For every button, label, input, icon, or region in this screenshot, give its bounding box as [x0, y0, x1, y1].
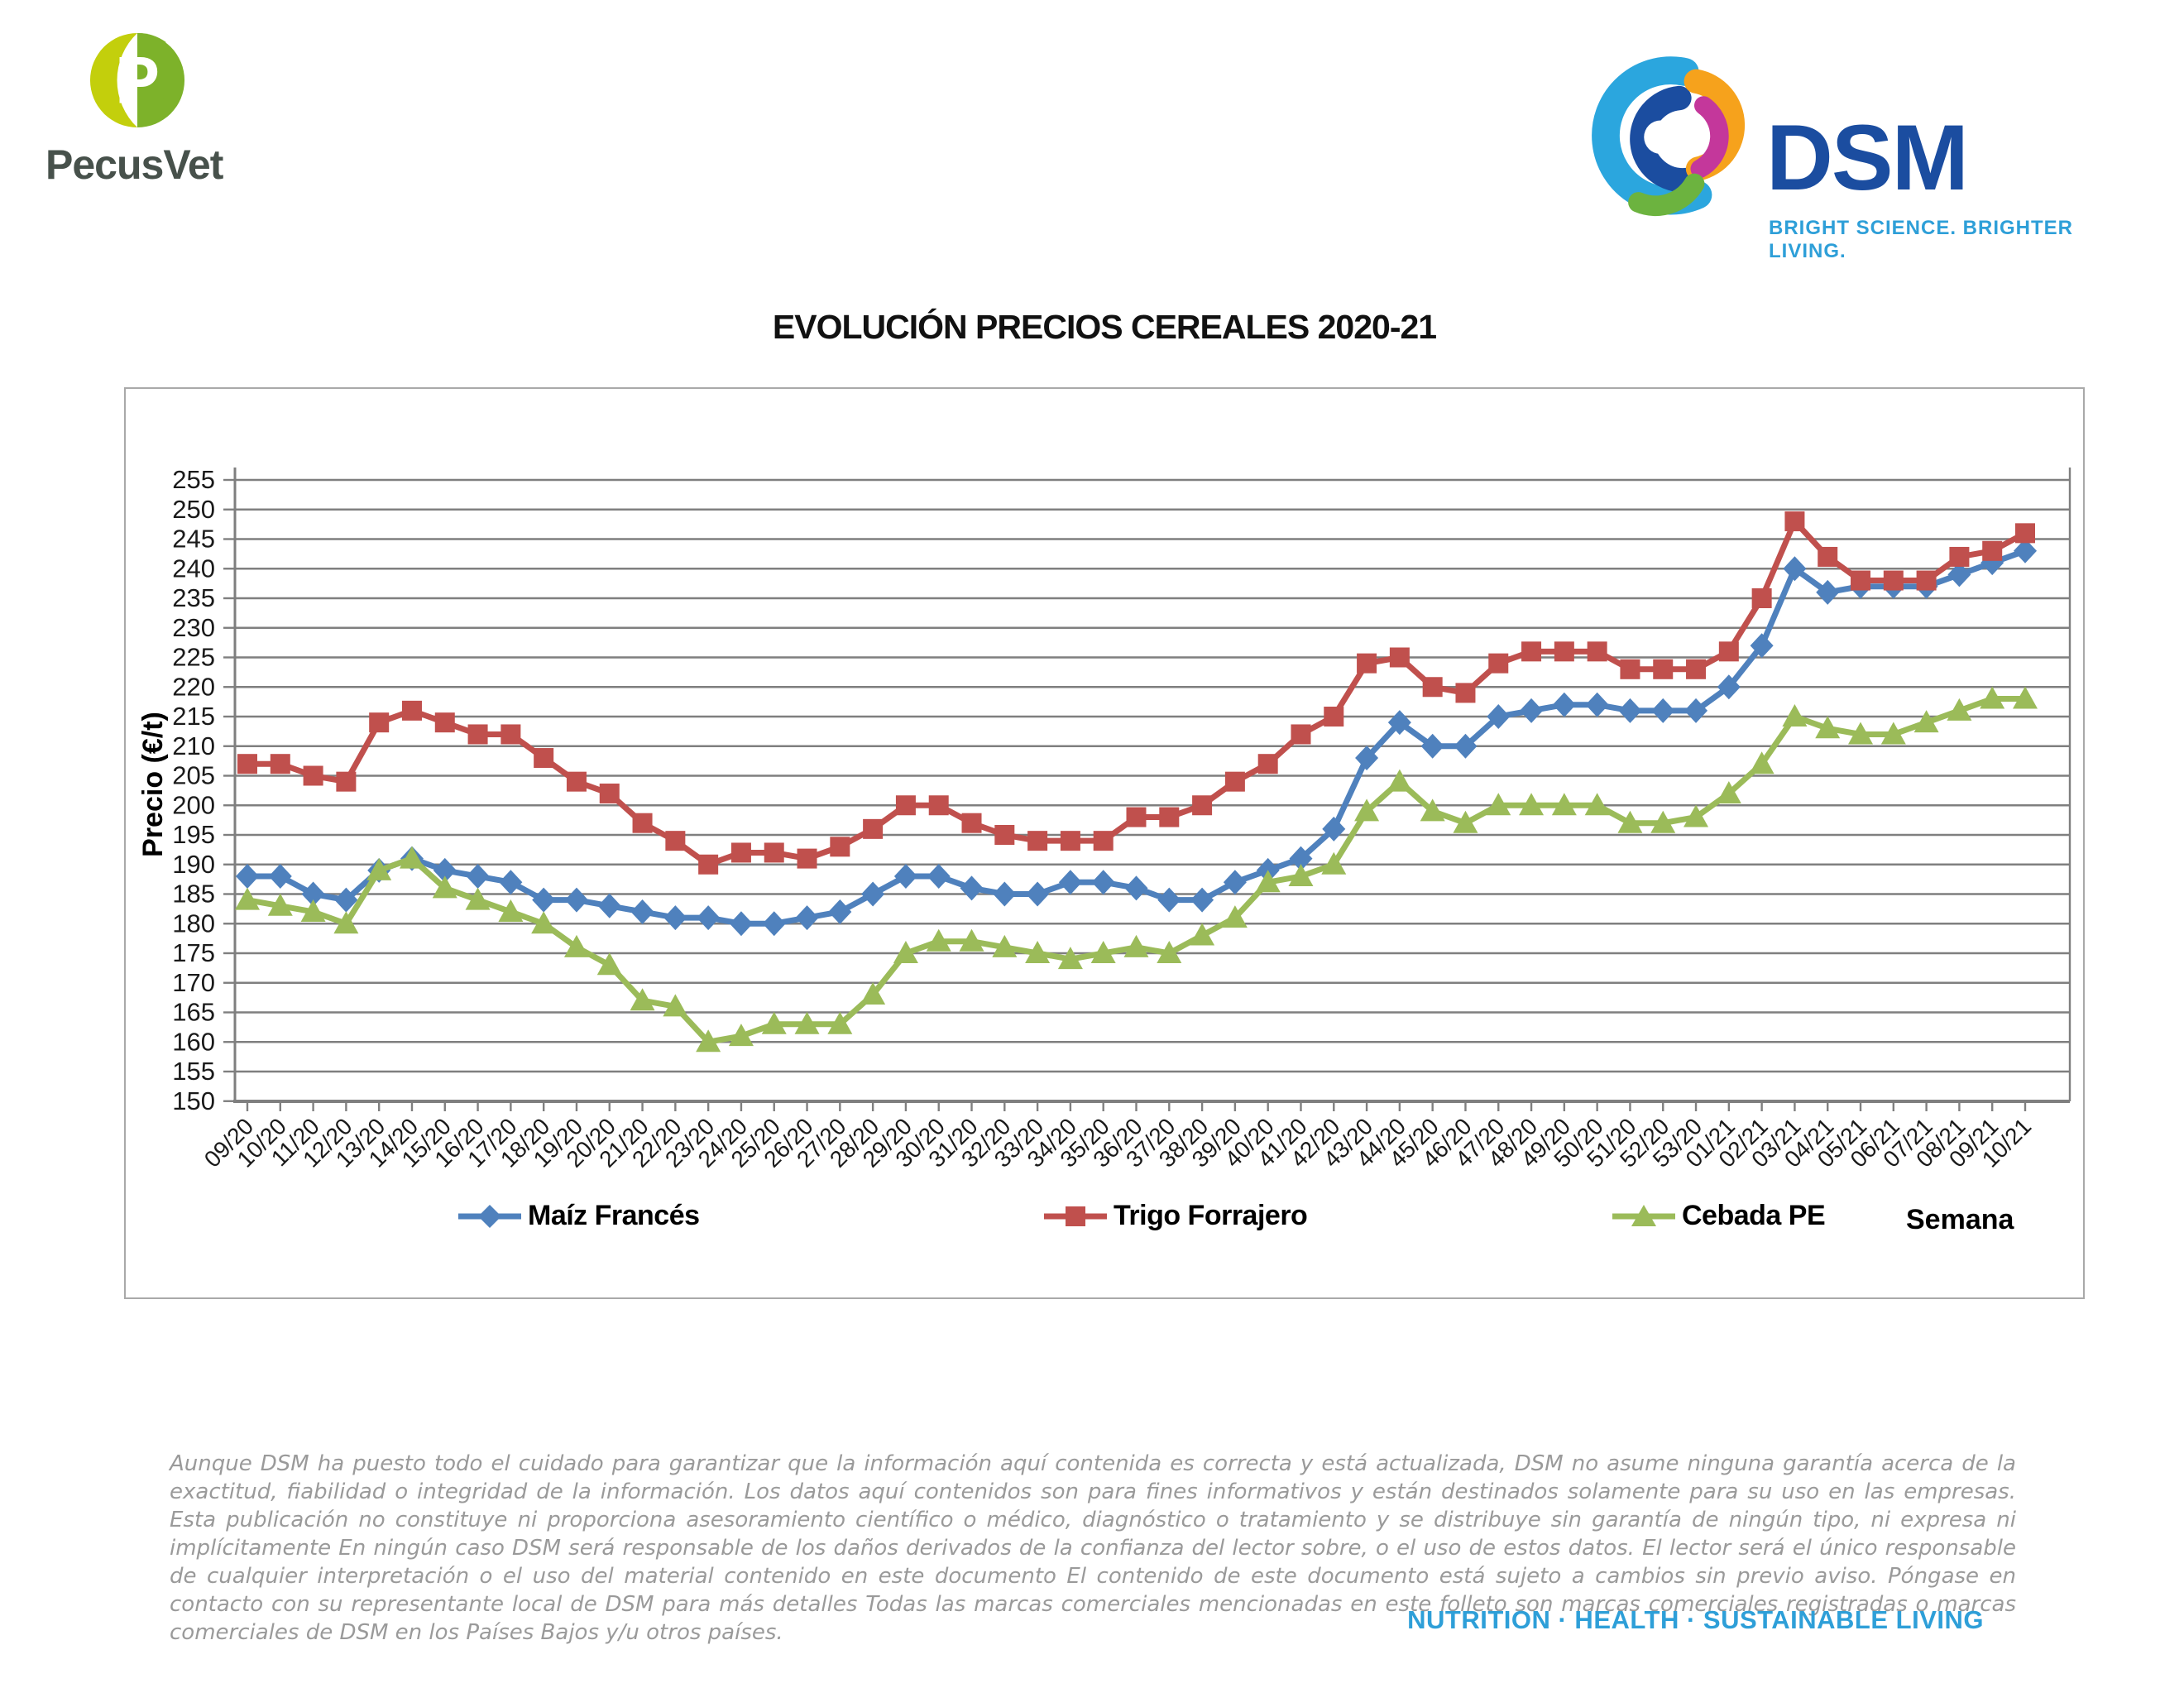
pecusvet-wordmark: PecusVet [46, 141, 223, 188]
svg-text:235: 235 [172, 583, 215, 612]
legend-marker-maiz-icon [458, 1204, 521, 1228]
legend-label: Cebada PE [1682, 1200, 1826, 1231]
legend-label: Maíz Francés [528, 1200, 700, 1231]
chart-area: 150 155 160 165 170 175 180 185 190 195 200 205 210 2… [124, 387, 2085, 1299]
dsm-slogan: NUTRITION · HEALTH · SUSTAINABLE LIVING [1407, 1605, 1984, 1634]
pecusvet-logo: P PecusVet [46, 18, 294, 192]
svg-text:155: 155 [172, 1057, 215, 1086]
svg-text:180: 180 [172, 909, 215, 938]
svg-text:Precio (€/t): Precio (€/t) [137, 712, 169, 857]
dsm-logo: DSM BRIGHT SCIENCE. BRIGHTER LIVING. [1564, 33, 2101, 262]
svg-text:210: 210 [172, 731, 215, 760]
svg-text:160: 160 [172, 1027, 215, 1056]
chart-title: EVOLUCIÓN PRECIOS CEREALES 2020-21 [772, 308, 1437, 346]
dsm-swirl-icon [1592, 56, 1746, 217]
svg-text:225: 225 [172, 643, 215, 672]
x-axis-title: Semana [1906, 1204, 2014, 1235]
disclaimer-text: Aunque DSM ha puesto todo el cuidado par… [170, 1451, 2016, 1645]
svg-text:220: 220 [172, 672, 215, 701]
svg-text:255: 255 [172, 465, 215, 494]
svg-text:165: 165 [172, 998, 215, 1027]
svg-text:190: 190 [172, 850, 215, 879]
legend-item-trigo-forrajero: Trigo Forrajero [1042, 1200, 1308, 1232]
svg-text:200: 200 [172, 790, 215, 819]
legend-marker-cebada-icon [1612, 1204, 1675, 1226]
dsm-tagline: BRIGHT SCIENCE. BRIGHTER LIVING. [1769, 217, 2074, 262]
svg-text:215: 215 [172, 702, 215, 731]
svg-text:250: 250 [172, 495, 215, 524]
svg-text:185: 185 [172, 880, 215, 909]
svg-text:170: 170 [172, 968, 215, 997]
svg-text:240: 240 [172, 554, 215, 583]
legend-item-cebada-pe: Cebada PE [1611, 1200, 1826, 1232]
pecusvet-p-letter: P [115, 44, 160, 118]
dsm-wordmark: DSM [1766, 106, 1969, 209]
legend-marker-trigo-icon [1044, 1206, 1107, 1226]
chart-legend: Maíz Francés Trigo Forrajero Cebada PE S… [126, 1200, 2083, 1241]
svg-text:245: 245 [172, 525, 215, 554]
pecusvet-logo-icon: P [89, 32, 185, 128]
line-chart: 1501551601651701751801851901952002052102… [137, 465, 2071, 1172]
legend-label: Trigo Forrajero [1114, 1200, 1308, 1231]
svg-text:205: 205 [172, 761, 215, 790]
svg-text:175: 175 [172, 938, 215, 967]
svg-text:150: 150 [172, 1086, 215, 1115]
svg-text:195: 195 [172, 820, 215, 849]
svg-text:230: 230 [172, 613, 215, 642]
legend-item-maiz-frances: Maíz Francés [457, 1200, 700, 1232]
